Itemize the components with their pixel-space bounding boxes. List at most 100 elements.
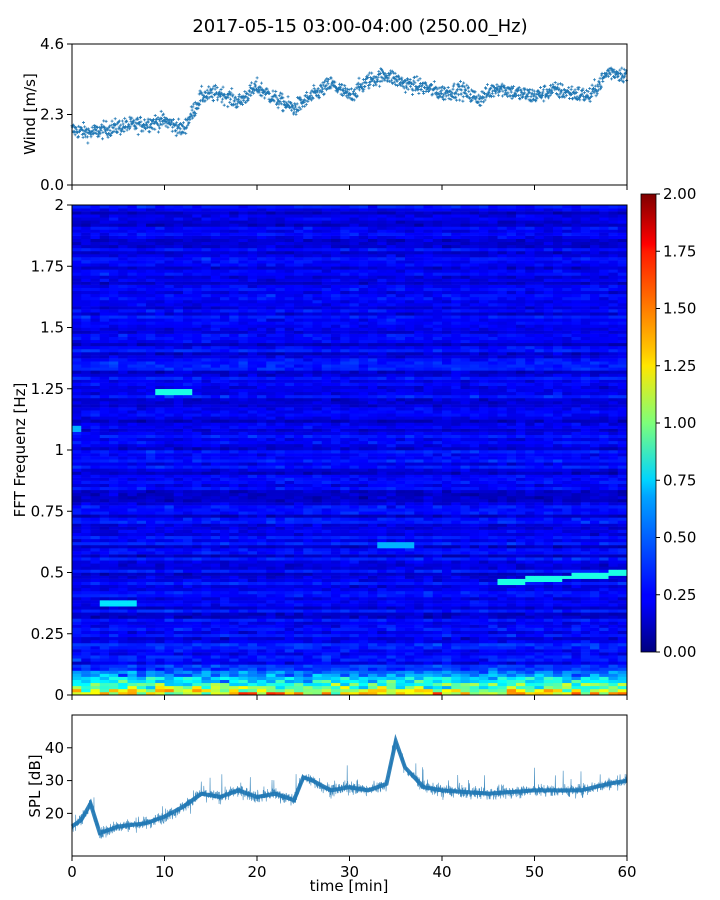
wind-point: [240, 103, 244, 107]
spectrogram-cell: [183, 673, 193, 677]
spectrogram-cell: [340, 572, 350, 576]
spectrogram-cell: [99, 606, 110, 610]
spectrogram-cell: [358, 517, 369, 521]
spectrogram-cell: [349, 517, 360, 521]
spectrogram-cell: [580, 584, 591, 589]
spectrogram-cell: [442, 639, 452, 644]
spectrogram-cell: [414, 520, 424, 524]
spectrogram-cell: [155, 544, 165, 549]
spectrogram-cell: [553, 575, 563, 579]
spectrogram-cell: [377, 593, 387, 598]
spectrogram-cell: [312, 532, 323, 537]
spectrogram-cell: [423, 685, 434, 690]
spectrogram-cell: [432, 520, 443, 524]
spectrogram-cell: [377, 544, 387, 549]
wind-point: [547, 96, 551, 100]
spectrogram-cell: [155, 600, 165, 604]
spectrogram-cell: [488, 688, 498, 693]
spectrogram-cell: [210, 557, 221, 561]
spectrogram-cell: [349, 548, 360, 552]
spectrogram-cell: [183, 593, 193, 598]
spectrogram-cell: [608, 560, 619, 564]
spectrogram-cell: [617, 593, 628, 598]
spectrogram-cell: [525, 649, 535, 653]
spectrogram-cell: [460, 578, 471, 582]
spectrogram-cell: [321, 587, 332, 592]
spectrogram-cell: [460, 673, 471, 677]
spectrogram-cell: [257, 679, 267, 684]
spectrogram-cell: [164, 590, 175, 595]
spectrogram-cell: [210, 624, 221, 628]
spectrogram-cell: [247, 569, 258, 573]
spectrogram-cell: [432, 603, 443, 607]
spectrogram-cell: [590, 520, 600, 524]
spectrogram-cell: [127, 548, 138, 552]
spectrogram-cell: [617, 670, 628, 674]
spectrogram-cell: [395, 627, 406, 631]
spectrogram-cell: [479, 633, 489, 638]
spectrogram-cell: [488, 600, 498, 604]
spectrogram-cell: [534, 535, 545, 540]
spectrogram-cell: [238, 587, 249, 592]
spectrogram-cell: [303, 618, 313, 622]
spectrogram-cell: [571, 655, 582, 659]
wind-point: [465, 83, 469, 87]
spectrogram-cell: [266, 551, 276, 555]
spectrogram-cell: [386, 563, 397, 567]
spectrogram-cell: [617, 624, 628, 628]
spectrogram-cell: [349, 557, 360, 561]
spectrogram-cell: [525, 590, 535, 595]
spectrogram-cell: [460, 664, 471, 668]
spectrogram-cell: [109, 511, 119, 515]
spectrogram-cell: [331, 523, 341, 527]
spectrogram-cell: [395, 673, 406, 677]
spectrogram-cell: [72, 612, 82, 616]
wind-point: [153, 113, 157, 117]
wind-point: [265, 87, 269, 91]
wind-point: [127, 127, 131, 131]
wind-point: [570, 85, 574, 89]
spectrogram-cell: [340, 593, 350, 598]
spectrogram-cell: [358, 520, 369, 524]
wind-point: [132, 119, 136, 123]
spectrogram-cell: [432, 667, 443, 671]
spectrogram-cell: [562, 612, 572, 616]
spectrogram-cell: [340, 639, 350, 644]
spectrogram-cell: [414, 584, 424, 589]
spectrogram-cell: [414, 630, 424, 635]
spectrogram-cell: [442, 679, 452, 684]
spectrogram-cell: [451, 529, 461, 533]
spectrogram-cell: [90, 646, 101, 650]
spectrogram-cell: [414, 535, 424, 540]
wind-point: [276, 106, 280, 110]
spectrogram-cell: [284, 575, 295, 579]
spectrogram-cell: [201, 511, 212, 515]
spectrogram-cell: [146, 572, 156, 576]
spectrogram-cell: [377, 532, 387, 537]
spectrogram-cell: [331, 612, 341, 616]
spectrogram-cell: [534, 597, 545, 601]
spectrogram-cell: [479, 652, 489, 656]
spectrogram-cell: [118, 587, 128, 592]
wind-point: [160, 117, 164, 121]
spectrogram-cell: [617, 621, 628, 625]
spectrogram-cell: [405, 566, 415, 570]
wind-point: [243, 90, 247, 94]
spectrogram-cell: [192, 685, 202, 690]
spectrogram-cell: [284, 664, 295, 668]
spectrogram-cell: [340, 624, 350, 628]
spectrogram-cell: [423, 618, 434, 622]
spectrogram-cell: [432, 538, 443, 543]
spectrogram-cell: [183, 590, 193, 595]
wind-point: [210, 91, 214, 95]
spectrogram-cell: [118, 526, 128, 530]
spectrogram-cell: [368, 569, 378, 573]
spectrogram-cell: [164, 624, 175, 628]
spectrogram-cell: [590, 673, 600, 677]
spectrogram-cell: [377, 630, 387, 635]
spectrogram-cell: [432, 609, 443, 613]
spectrogram-cell: [275, 606, 286, 610]
spectrogram-cell: [229, 624, 239, 628]
spectrogram-cell: [497, 535, 508, 540]
spectrogram-cell: [442, 557, 452, 561]
